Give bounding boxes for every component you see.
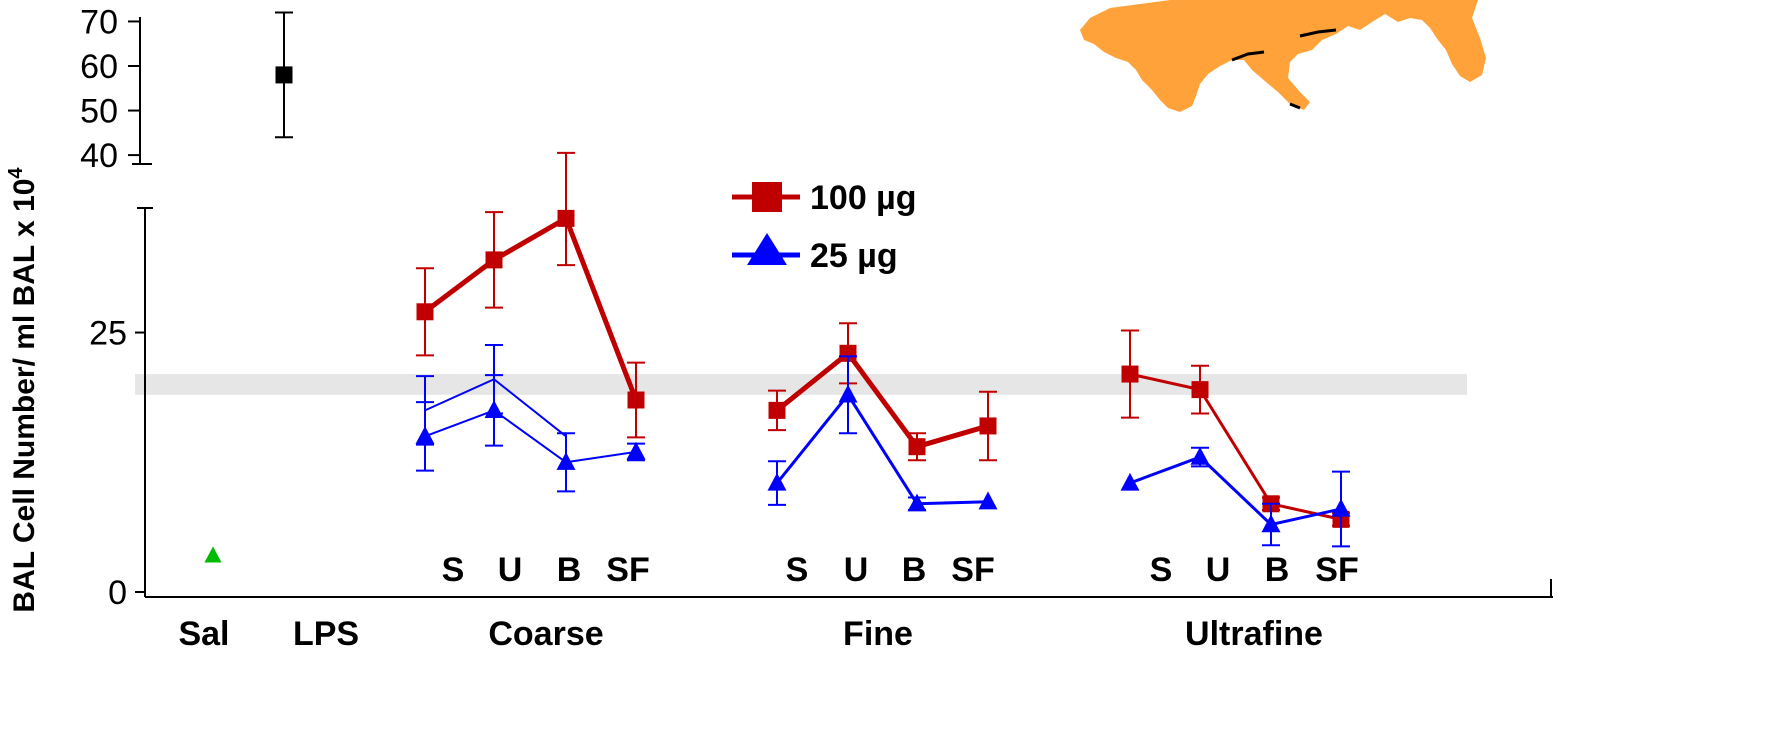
- sub-category-label: SF: [1315, 551, 1358, 589]
- series-fine: [767, 355, 998, 512]
- square-marker: [627, 391, 645, 409]
- square-marker: [275, 66, 293, 84]
- sub-category-label: S: [1150, 551, 1173, 589]
- square-marker: [839, 344, 857, 362]
- y-tick-label: 50: [80, 93, 118, 131]
- y-tick-label: 60: [80, 48, 118, 86]
- series-line: [424, 409, 637, 464]
- series-ultrafine: [1120, 446, 1351, 548]
- sub-category-label: SF: [606, 551, 649, 589]
- sub-category-label: SF: [951, 551, 994, 589]
- series-line: [775, 393, 989, 506]
- sub-category-label: B: [1265, 551, 1290, 589]
- series-line: [775, 350, 989, 450]
- control-sal: [204, 546, 222, 563]
- triangle-marker: [204, 546, 222, 563]
- sub-category-label: B: [902, 551, 927, 589]
- series-coarse: [416, 151, 645, 439]
- y-tick-label: 40: [80, 137, 118, 175]
- sub-category-label: U: [844, 551, 869, 589]
- y-axis-ticks: 0 25 40 50 60 70: [80, 3, 145, 612]
- square-marker: [1191, 381, 1209, 399]
- legend-square-marker: [752, 182, 782, 212]
- legend-triangle-marker: [747, 233, 787, 265]
- group-label: Coarse: [488, 615, 603, 653]
- control-lps: [275, 11, 293, 139]
- y-tick-label: 70: [80, 3, 118, 41]
- square-marker: [557, 209, 575, 227]
- sub-category-label: U: [1206, 551, 1231, 589]
- group-label: Sal: [178, 615, 229, 653]
- sub-category-label: S: [786, 551, 809, 589]
- series-line: [1129, 372, 1342, 521]
- square-marker: [1121, 365, 1139, 383]
- group-labels: Sal LPS Coarse Fine Ultrafine: [178, 615, 1322, 653]
- legend-label: 100 µg: [810, 179, 917, 217]
- sub-category-label: S: [442, 551, 465, 589]
- series-fine: [768, 322, 997, 462]
- sub-category-labels: S U B SF S U B SF S U B SF: [442, 551, 1359, 589]
- triangle-marker: [838, 384, 858, 403]
- data-marks: [204, 11, 1351, 563]
- y-tick-label: 0: [108, 574, 127, 612]
- coastline-edge: [1231, 28, 1337, 110]
- triangle-marker: [415, 426, 435, 444]
- triangle-marker: [978, 491, 998, 510]
- square-marker: [768, 401, 786, 419]
- series-line: [423, 215, 639, 401]
- square-marker: [979, 417, 997, 435]
- square-marker: [908, 438, 926, 456]
- square-marker: [416, 303, 434, 321]
- square-marker: [485, 251, 503, 269]
- legend-item: 100 µg: [732, 179, 917, 217]
- legend-label: 25 µg: [810, 237, 898, 275]
- triangle-marker: [767, 472, 787, 491]
- triangle-marker: [1120, 472, 1140, 491]
- group-label: Ultrafine: [1185, 615, 1323, 653]
- series-coarse: [415, 374, 646, 493]
- group-label: LPS: [293, 615, 359, 653]
- background-map: [1080, 0, 1486, 112]
- series-line: [1129, 455, 1342, 527]
- y-tick-label: 25: [89, 315, 127, 353]
- sub-category-label: B: [557, 551, 582, 589]
- triangle-marker: [484, 400, 504, 419]
- triangle-marker: [1331, 498, 1351, 517]
- sub-category-label: U: [498, 551, 523, 589]
- orange-map-shape: [1080, 0, 1486, 112]
- y-axis-label: BAL Cell Number/ ml BAL x 104: [5, 167, 41, 613]
- triangle-marker: [556, 452, 576, 470]
- series-ultrafine: [1121, 329, 1350, 528]
- group-label: Fine: [843, 615, 913, 653]
- legend: 100 µg 25 µg: [732, 179, 917, 275]
- axes: [132, 17, 1553, 598]
- legend-item: 25 µg: [732, 233, 898, 275]
- triangle-marker: [907, 493, 927, 512]
- triangle-marker: [1190, 446, 1210, 465]
- triangle-marker: [1261, 514, 1281, 533]
- triangle-marker: [626, 441, 646, 460]
